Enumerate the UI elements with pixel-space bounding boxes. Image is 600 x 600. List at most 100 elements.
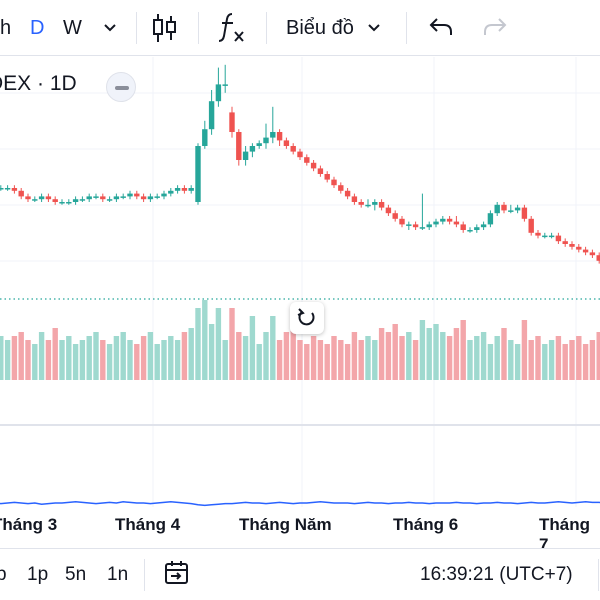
interval-dropdown-icon[interactable] — [102, 16, 118, 48]
volume-bar — [365, 336, 371, 380]
candle-body — [426, 224, 432, 228]
volume-bar — [113, 336, 120, 380]
candle-body — [351, 196, 358, 202]
volume-bar — [181, 332, 188, 380]
candle-body — [140, 196, 147, 200]
candle-body — [229, 112, 235, 132]
candlestick-chart-icon[interactable] — [152, 12, 178, 52]
candle-body — [249, 146, 256, 152]
volume-bar — [0, 336, 4, 380]
candle-body — [11, 188, 18, 191]
interval-week[interactable]: W — [63, 17, 82, 39]
candle-body — [174, 188, 181, 191]
candle-body — [202, 129, 208, 146]
volume-bar — [45, 340, 52, 380]
volume-bar — [392, 324, 398, 380]
volume-bar — [140, 336, 147, 380]
candle-body — [365, 204, 371, 207]
candle-body — [297, 151, 303, 158]
volume-bar — [120, 332, 126, 380]
volume-bar — [11, 336, 18, 380]
reset-icon — [297, 308, 315, 326]
symbol-legend[interactable]: DEX · 1D — [0, 72, 77, 95]
interval-day[interactable]: D — [30, 17, 45, 39]
candle-body — [86, 196, 92, 200]
indicators-icon[interactable] — [218, 10, 248, 52]
candle-body — [38, 196, 45, 200]
volume-bar — [351, 332, 358, 380]
chart-grid — [0, 57, 600, 507]
volume-bar — [555, 336, 562, 380]
candle-body — [25, 196, 31, 200]
volume-bar — [338, 340, 344, 380]
chart-type-label[interactable]: Biểu đồ — [286, 17, 354, 39]
candle-body — [548, 235, 555, 238]
volume-bar — [147, 332, 154, 380]
volume-bar — [317, 340, 324, 380]
price-chart[interactable] — [0, 57, 600, 537]
candle-body — [412, 224, 419, 228]
go-to-date-icon[interactable] — [163, 559, 191, 594]
candle-body — [32, 199, 38, 201]
range-button[interactable]: 1p — [27, 564, 49, 585]
candle-body — [147, 196, 154, 200]
volume-bar — [344, 344, 351, 380]
candle-body — [528, 218, 534, 233]
volume-bar — [154, 344, 160, 380]
volume-bar — [297, 340, 303, 380]
undo-icon[interactable] — [428, 16, 454, 46]
candle-body — [569, 244, 575, 247]
volume-bar — [283, 332, 290, 380]
volume-bar — [542, 344, 548, 380]
candle-body — [521, 207, 528, 219]
volume-bar — [188, 328, 194, 380]
candle-body — [474, 227, 480, 230]
candle-body — [514, 207, 521, 211]
candle-body — [4, 188, 11, 190]
candle-body — [283, 140, 290, 146]
volume-bar — [100, 340, 106, 380]
volume-bar — [419, 320, 426, 380]
volume-bar — [38, 332, 45, 380]
candle-body — [66, 202, 72, 204]
clock-timezone[interactable]: 16:39:21 (UTC+7) — [420, 564, 573, 585]
redo-icon[interactable] — [482, 16, 508, 46]
volume-bar — [596, 332, 600, 380]
volume-bar — [440, 332, 446, 380]
volume-bar — [134, 344, 140, 380]
volume-bar — [501, 328, 507, 380]
range-button[interactable]: 5n — [65, 564, 87, 585]
volume-bar — [86, 336, 92, 380]
volume-bar — [385, 332, 392, 380]
volume-bar — [202, 300, 208, 380]
candle-body — [45, 196, 52, 200]
candle-body — [304, 157, 310, 163]
candle-body — [310, 162, 317, 169]
volume-bar — [236, 332, 242, 380]
legend-collapse-button[interactable] — [106, 72, 136, 102]
candle-body — [263, 137, 269, 144]
x-axis-label: Tháng Năm — [239, 515, 332, 534]
volume-bar — [378, 328, 385, 380]
candle-body — [93, 196, 99, 198]
volume-bar — [331, 336, 337, 380]
candle-body — [72, 199, 79, 202]
volume-bar — [474, 336, 480, 380]
volume-bar — [372, 340, 378, 380]
candle-body — [120, 196, 126, 198]
candle-body — [236, 132, 242, 160]
candle-body — [113, 196, 120, 200]
volume-bar — [18, 332, 24, 380]
volume-bar — [52, 328, 58, 380]
volume-bar — [174, 340, 181, 380]
range-button[interactable]: p — [0, 564, 7, 585]
range-button[interactable]: 1n — [107, 564, 129, 585]
interval-hour[interactable]: h — [0, 17, 12, 39]
volume-bar — [521, 320, 528, 380]
reset-chart-button[interactable] — [290, 302, 324, 334]
chart-type-dropdown-icon[interactable] — [366, 16, 382, 48]
candle-body — [222, 84, 228, 86]
candle-body — [276, 132, 283, 141]
candle-body — [161, 193, 167, 197]
volume-bar — [106, 344, 113, 380]
